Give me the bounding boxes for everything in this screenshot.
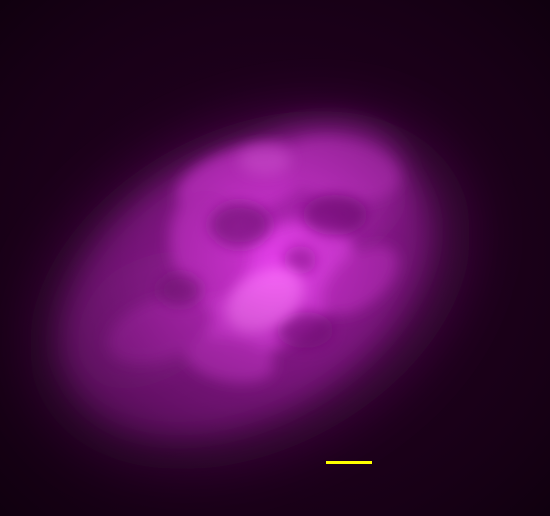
scale-bar bbox=[326, 461, 372, 464]
